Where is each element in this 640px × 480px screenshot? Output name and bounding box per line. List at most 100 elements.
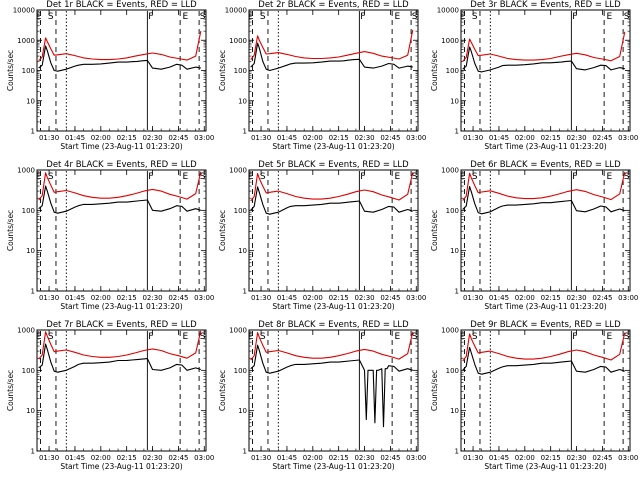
panel-title: Det 4r BLACK = Events, RED = LLD bbox=[46, 160, 197, 170]
y-tick-label: 100 bbox=[446, 67, 459, 75]
x-tick-label: 02:30 bbox=[354, 134, 374, 142]
x-axis-title: Start Time (23-Aug-11 01:23:20) bbox=[272, 462, 394, 471]
series-line-lld bbox=[462, 332, 626, 362]
y-tick-label: 1 bbox=[31, 448, 35, 456]
y-tick-label: 10 bbox=[238, 407, 247, 415]
plot-frame bbox=[36, 169, 207, 292]
plot-frame bbox=[460, 169, 631, 292]
series-line-events bbox=[250, 344, 413, 428]
y-tick-label: 1 bbox=[455, 128, 459, 136]
panel-det-3: Det 3r BLACK = Events, RED = LLD 1 10 100 10… bbox=[430, 0, 638, 151]
mode-marker-S: S bbox=[48, 172, 54, 182]
y-axis-title: Counts/sec bbox=[218, 370, 227, 411]
mode-marker-S: S bbox=[260, 332, 266, 342]
mode-marker-E: E bbox=[394, 172, 400, 182]
mode-marker-S: S bbox=[200, 332, 206, 342]
y-axis-title: Counts/sec bbox=[430, 370, 439, 411]
panel-title: Det 9r BLACK = Events, RED = LLD bbox=[470, 320, 621, 330]
mode-marker-S: S bbox=[412, 172, 418, 182]
x-axis-title: Start Time (23-Aug-11 01:23:20) bbox=[60, 142, 182, 151]
y-tick-label: 1 bbox=[455, 288, 459, 296]
y-axis-title: Counts/sec bbox=[218, 210, 227, 251]
mode-marker-E: E bbox=[460, 172, 466, 182]
panel-title: Det 8r BLACK = Events, RED = LLD bbox=[258, 320, 409, 330]
panel-det-6: Det 6r BLACK = Events, RED = LLD 1 10 100 10… bbox=[430, 160, 638, 311]
x-tick-label: 02:30 bbox=[566, 294, 586, 302]
mode-marker-F: F bbox=[360, 332, 365, 342]
x-tick-label: 02:00 bbox=[91, 294, 111, 302]
y-tick-label: 1000 bbox=[17, 167, 35, 175]
x-tick-label: 02:15 bbox=[117, 454, 137, 462]
y-tick-label: 1000 bbox=[441, 37, 459, 45]
series-line-events bbox=[462, 185, 625, 215]
mode-marker-E: E bbox=[248, 172, 254, 182]
y-tick-label: 10000 bbox=[13, 7, 35, 15]
x-tick-label: 02:00 bbox=[303, 454, 323, 462]
x-tick-label: 02:45 bbox=[168, 134, 188, 142]
x-axis-title: Start Time (23-Aug-11 01:23:20) bbox=[484, 302, 606, 311]
x-axis-title: Start Time (23-Aug-11 01:23:20) bbox=[272, 302, 394, 311]
x-tick-label: 02:30 bbox=[354, 454, 374, 462]
y-tick-label: 10 bbox=[26, 97, 35, 105]
mode-marker-S: S bbox=[624, 172, 630, 182]
y-axis-title: Counts/sec bbox=[6, 370, 15, 411]
x-tick-label: 02:15 bbox=[541, 294, 561, 302]
mode-marker-S: S bbox=[472, 332, 478, 342]
y-tick-label: 10 bbox=[238, 97, 247, 105]
mode-marker-S: S bbox=[624, 12, 630, 22]
mode-marker-S: S bbox=[472, 12, 478, 22]
x-tick-label: 02:30 bbox=[566, 454, 586, 462]
series-line-events bbox=[38, 185, 201, 214]
x-tick-label: 03:00 bbox=[406, 134, 426, 142]
x-tick-label: 03:00 bbox=[194, 134, 214, 142]
mode-marker-F: F bbox=[572, 12, 577, 22]
mode-marker-E: E bbox=[394, 12, 400, 22]
mode-marker-E: E bbox=[248, 332, 254, 342]
mode-marker-E: E bbox=[36, 332, 42, 342]
mode-marker-F: F bbox=[572, 172, 577, 182]
y-tick-label: 10 bbox=[450, 97, 459, 105]
x-tick-label: 03:00 bbox=[194, 294, 214, 302]
series-line-events bbox=[462, 46, 625, 73]
y-tick-label: 10 bbox=[26, 247, 35, 255]
y-tick-label: 100 bbox=[446, 207, 459, 215]
y-tick-label: 100 bbox=[234, 367, 247, 375]
x-tick-label: 02:15 bbox=[329, 134, 349, 142]
panel-det-9: Det 9r BLACK = Events, RED = LLD 1 10 100 10… bbox=[430, 320, 638, 471]
x-tick-label: 03:00 bbox=[618, 294, 638, 302]
mode-marker-F: F bbox=[148, 332, 153, 342]
x-tick-label: 02:00 bbox=[515, 134, 535, 142]
x-tick-label: 01:45 bbox=[65, 294, 85, 302]
x-tick-label: 02:45 bbox=[168, 294, 188, 302]
x-tick-label: 03:00 bbox=[406, 294, 426, 302]
x-tick-label: 01:30 bbox=[251, 294, 271, 302]
y-tick-label: 1000 bbox=[17, 327, 35, 335]
panel-det-2: Det 2r BLACK = Events, RED = LLD 1 10 100 10… bbox=[218, 0, 426, 151]
x-tick-label: 02:45 bbox=[592, 134, 612, 142]
y-axis-title: Counts/sec bbox=[6, 50, 15, 91]
mode-marker-E: E bbox=[182, 332, 188, 342]
y-tick-label: 1000 bbox=[441, 327, 459, 335]
x-tick-label: 02:45 bbox=[380, 454, 400, 462]
mode-marker-S: S bbox=[48, 332, 54, 342]
x-tick-label: 02:00 bbox=[91, 454, 111, 462]
series-line-lld bbox=[38, 30, 202, 62]
x-tick-label: 02:30 bbox=[142, 454, 162, 462]
plot-frame bbox=[248, 169, 419, 292]
mode-marker-E: E bbox=[248, 12, 254, 22]
x-tick-label: 03:00 bbox=[194, 454, 214, 462]
y-tick-label: 1000 bbox=[441, 167, 459, 175]
x-axis-title: Start Time (23-Aug-11 01:23:20) bbox=[484, 142, 606, 151]
x-tick-label: 02:45 bbox=[380, 134, 400, 142]
plot-frame bbox=[36, 329, 207, 452]
mode-marker-S: S bbox=[260, 12, 266, 22]
x-tick-label: 01:30 bbox=[463, 134, 483, 142]
series-line-lld bbox=[462, 31, 626, 62]
series-line-lld bbox=[250, 29, 414, 60]
x-tick-label: 02:45 bbox=[380, 294, 400, 302]
x-tick-label: 01:45 bbox=[65, 134, 85, 142]
x-tick-label: 02:30 bbox=[566, 134, 586, 142]
y-tick-label: 100 bbox=[446, 367, 459, 375]
y-tick-label: 1 bbox=[243, 448, 247, 456]
mode-marker-F: F bbox=[360, 12, 365, 22]
